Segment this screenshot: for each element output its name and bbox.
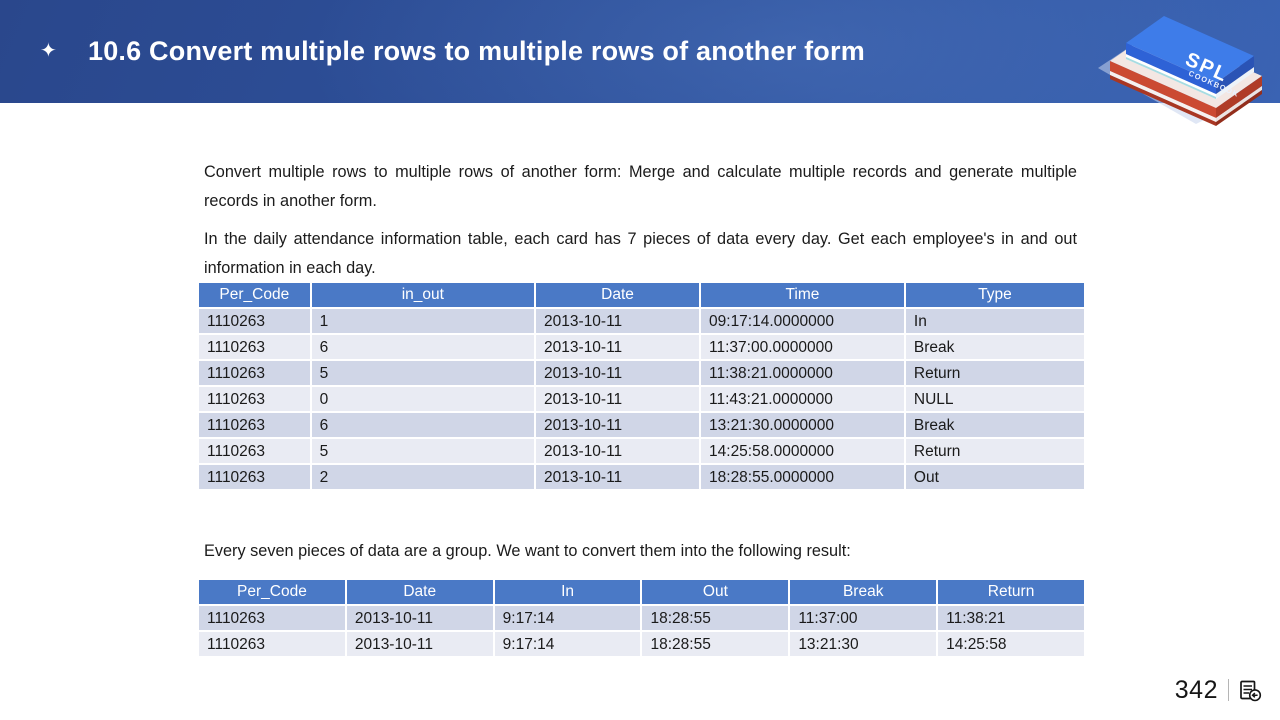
table-cell: NULL — [903, 385, 1087, 413]
result-table: Per_Code Date In Out Break Return 1110263 2013… — [197, 578, 1086, 658]
table-cell: 18:28:55 — [640, 630, 791, 658]
table-cell: 5 — [309, 359, 537, 387]
table-cell: 1110263 — [197, 463, 312, 491]
description-paragraph-2: In the daily attendance information tabl… — [204, 230, 1077, 277]
table-cell: 2013-10-11 — [534, 411, 702, 439]
column-header: Date — [534, 281, 702, 309]
table-cell: 1110263 — [197, 307, 312, 335]
description-block: Convert multiple rows to multiple rows o… — [204, 158, 1077, 283]
table-cell: 6 — [309, 411, 537, 439]
table-cell: 11:38:21 — [936, 604, 1086, 632]
table-cell: 1110263 — [197, 359, 312, 387]
table-row: 1110263 6 2013-10-11 13:21:30.0000000 Break — [197, 411, 1087, 439]
page-number: 342 — [1174, 675, 1218, 704]
table-cell: 14:25:58.0000000 — [699, 437, 906, 465]
table-cell: 11:37:00 — [788, 604, 939, 632]
table-row: 1110263 6 2013-10-11 11:37:00.0000000 Break — [197, 333, 1087, 361]
table-cell: 13:21:30.0000000 — [699, 411, 906, 439]
column-header: Return — [936, 578, 1086, 606]
source-table: Per_Code in_out Date Time Type 1110263 1 2013-… — [197, 281, 1087, 491]
table-cell: 1110263 — [197, 630, 347, 658]
table-cell: 11:37:00.0000000 — [699, 333, 906, 361]
table-cell: 1110263 — [197, 437, 312, 465]
header-row: Per_Code Date In Out Break Return — [197, 578, 1086, 606]
table-cell: Break — [903, 411, 1087, 439]
table-cell: 1 — [309, 307, 537, 335]
table-cell: 2 — [309, 463, 537, 491]
table-cell: 1110263 — [197, 604, 347, 632]
table-cell: 9:17:14 — [492, 630, 643, 658]
table-cell: 11:43:21.0000000 — [699, 385, 906, 413]
table-cell: In — [903, 307, 1087, 335]
table-cell: 14:25:58 — [936, 630, 1086, 658]
table-row: 1110263 0 2013-10-11 11:43:21.0000000 NULL — [197, 385, 1087, 413]
description-paragraph-1: Convert multiple rows to multiple rows o… — [204, 163, 1077, 210]
table-row: 1110263 5 2013-10-11 14:25:58.0000000 Return — [197, 437, 1087, 465]
table-row: 1110263 2013-10-11 9:17:14 18:28:55 13:21:30… — [197, 630, 1086, 658]
table-cell: 18:28:55 — [640, 604, 791, 632]
table-cell: 1110263 — [197, 385, 312, 413]
table-cell: Return — [903, 437, 1087, 465]
column-header: in_out — [309, 281, 537, 309]
column-header: In — [492, 578, 643, 606]
table-cell: 13:21:30 — [788, 630, 939, 658]
table-cell: 5 — [309, 437, 537, 465]
table-cell: 2013-10-11 — [344, 604, 495, 632]
column-header: Per_Code — [197, 281, 312, 309]
table-cell: 2013-10-11 — [534, 463, 702, 491]
title-banner: ✦ 10.6 Convert multiple rows to multiple… — [0, 0, 1280, 103]
table-cell: 1110263 — [197, 411, 312, 439]
table-row: 1110263 2013-10-11 9:17:14 18:28:55 11:37:00… — [197, 604, 1086, 632]
table-cell: 18:28:55.0000000 — [699, 463, 906, 491]
header-row: Per_Code in_out Date Time Type — [197, 281, 1087, 309]
table-cell: 2013-10-11 — [534, 385, 702, 413]
result-lead-in-text: Every seven pieces of data are a group. … — [204, 542, 851, 560]
table-row: 1110263 5 2013-10-11 11:38:21.0000000 Return — [197, 359, 1087, 387]
column-header: Break — [788, 578, 939, 606]
table-row: 1110263 1 2013-10-11 09:17:14.0000000 In — [197, 307, 1087, 335]
table-cell: 9:17:14 — [492, 604, 643, 632]
four-pointed-star-icon: ✦ — [40, 40, 57, 62]
page-title: 10.6 Convert multiple rows to multiple r… — [88, 36, 865, 66]
footer-divider — [1228, 679, 1229, 701]
column-header: Time — [699, 281, 906, 309]
column-header: Per_Code — [197, 578, 347, 606]
table-cell: 2013-10-11 — [344, 630, 495, 658]
table-cell: Out — [903, 463, 1087, 491]
table-cell: Return — [903, 359, 1087, 387]
column-header: Out — [640, 578, 791, 606]
spl-cookbook-logo-icon: SPL COOKBOOK — [1098, 16, 1262, 126]
column-header: Type — [903, 281, 1087, 309]
column-header: Date — [344, 578, 495, 606]
table-cell: 1110263 — [197, 333, 312, 361]
table-cell: 2013-10-11 — [534, 359, 702, 387]
table-cell: 11:38:21.0000000 — [699, 359, 906, 387]
table-cell: 0 — [309, 385, 537, 413]
document-return-icon[interactable] — [1239, 679, 1262, 702]
table-cell: 2013-10-11 — [534, 333, 702, 361]
table-row: 1110263 2 2013-10-11 18:28:55.0000000 Out — [197, 463, 1087, 491]
table-cell: 2013-10-11 — [534, 307, 702, 335]
table-cell: 09:17:14.0000000 — [699, 307, 906, 335]
table-cell: 2013-10-11 — [534, 437, 702, 465]
table-cell: 6 — [309, 333, 537, 361]
table-cell: Break — [903, 333, 1087, 361]
footer: 342 — [1175, 675, 1262, 705]
